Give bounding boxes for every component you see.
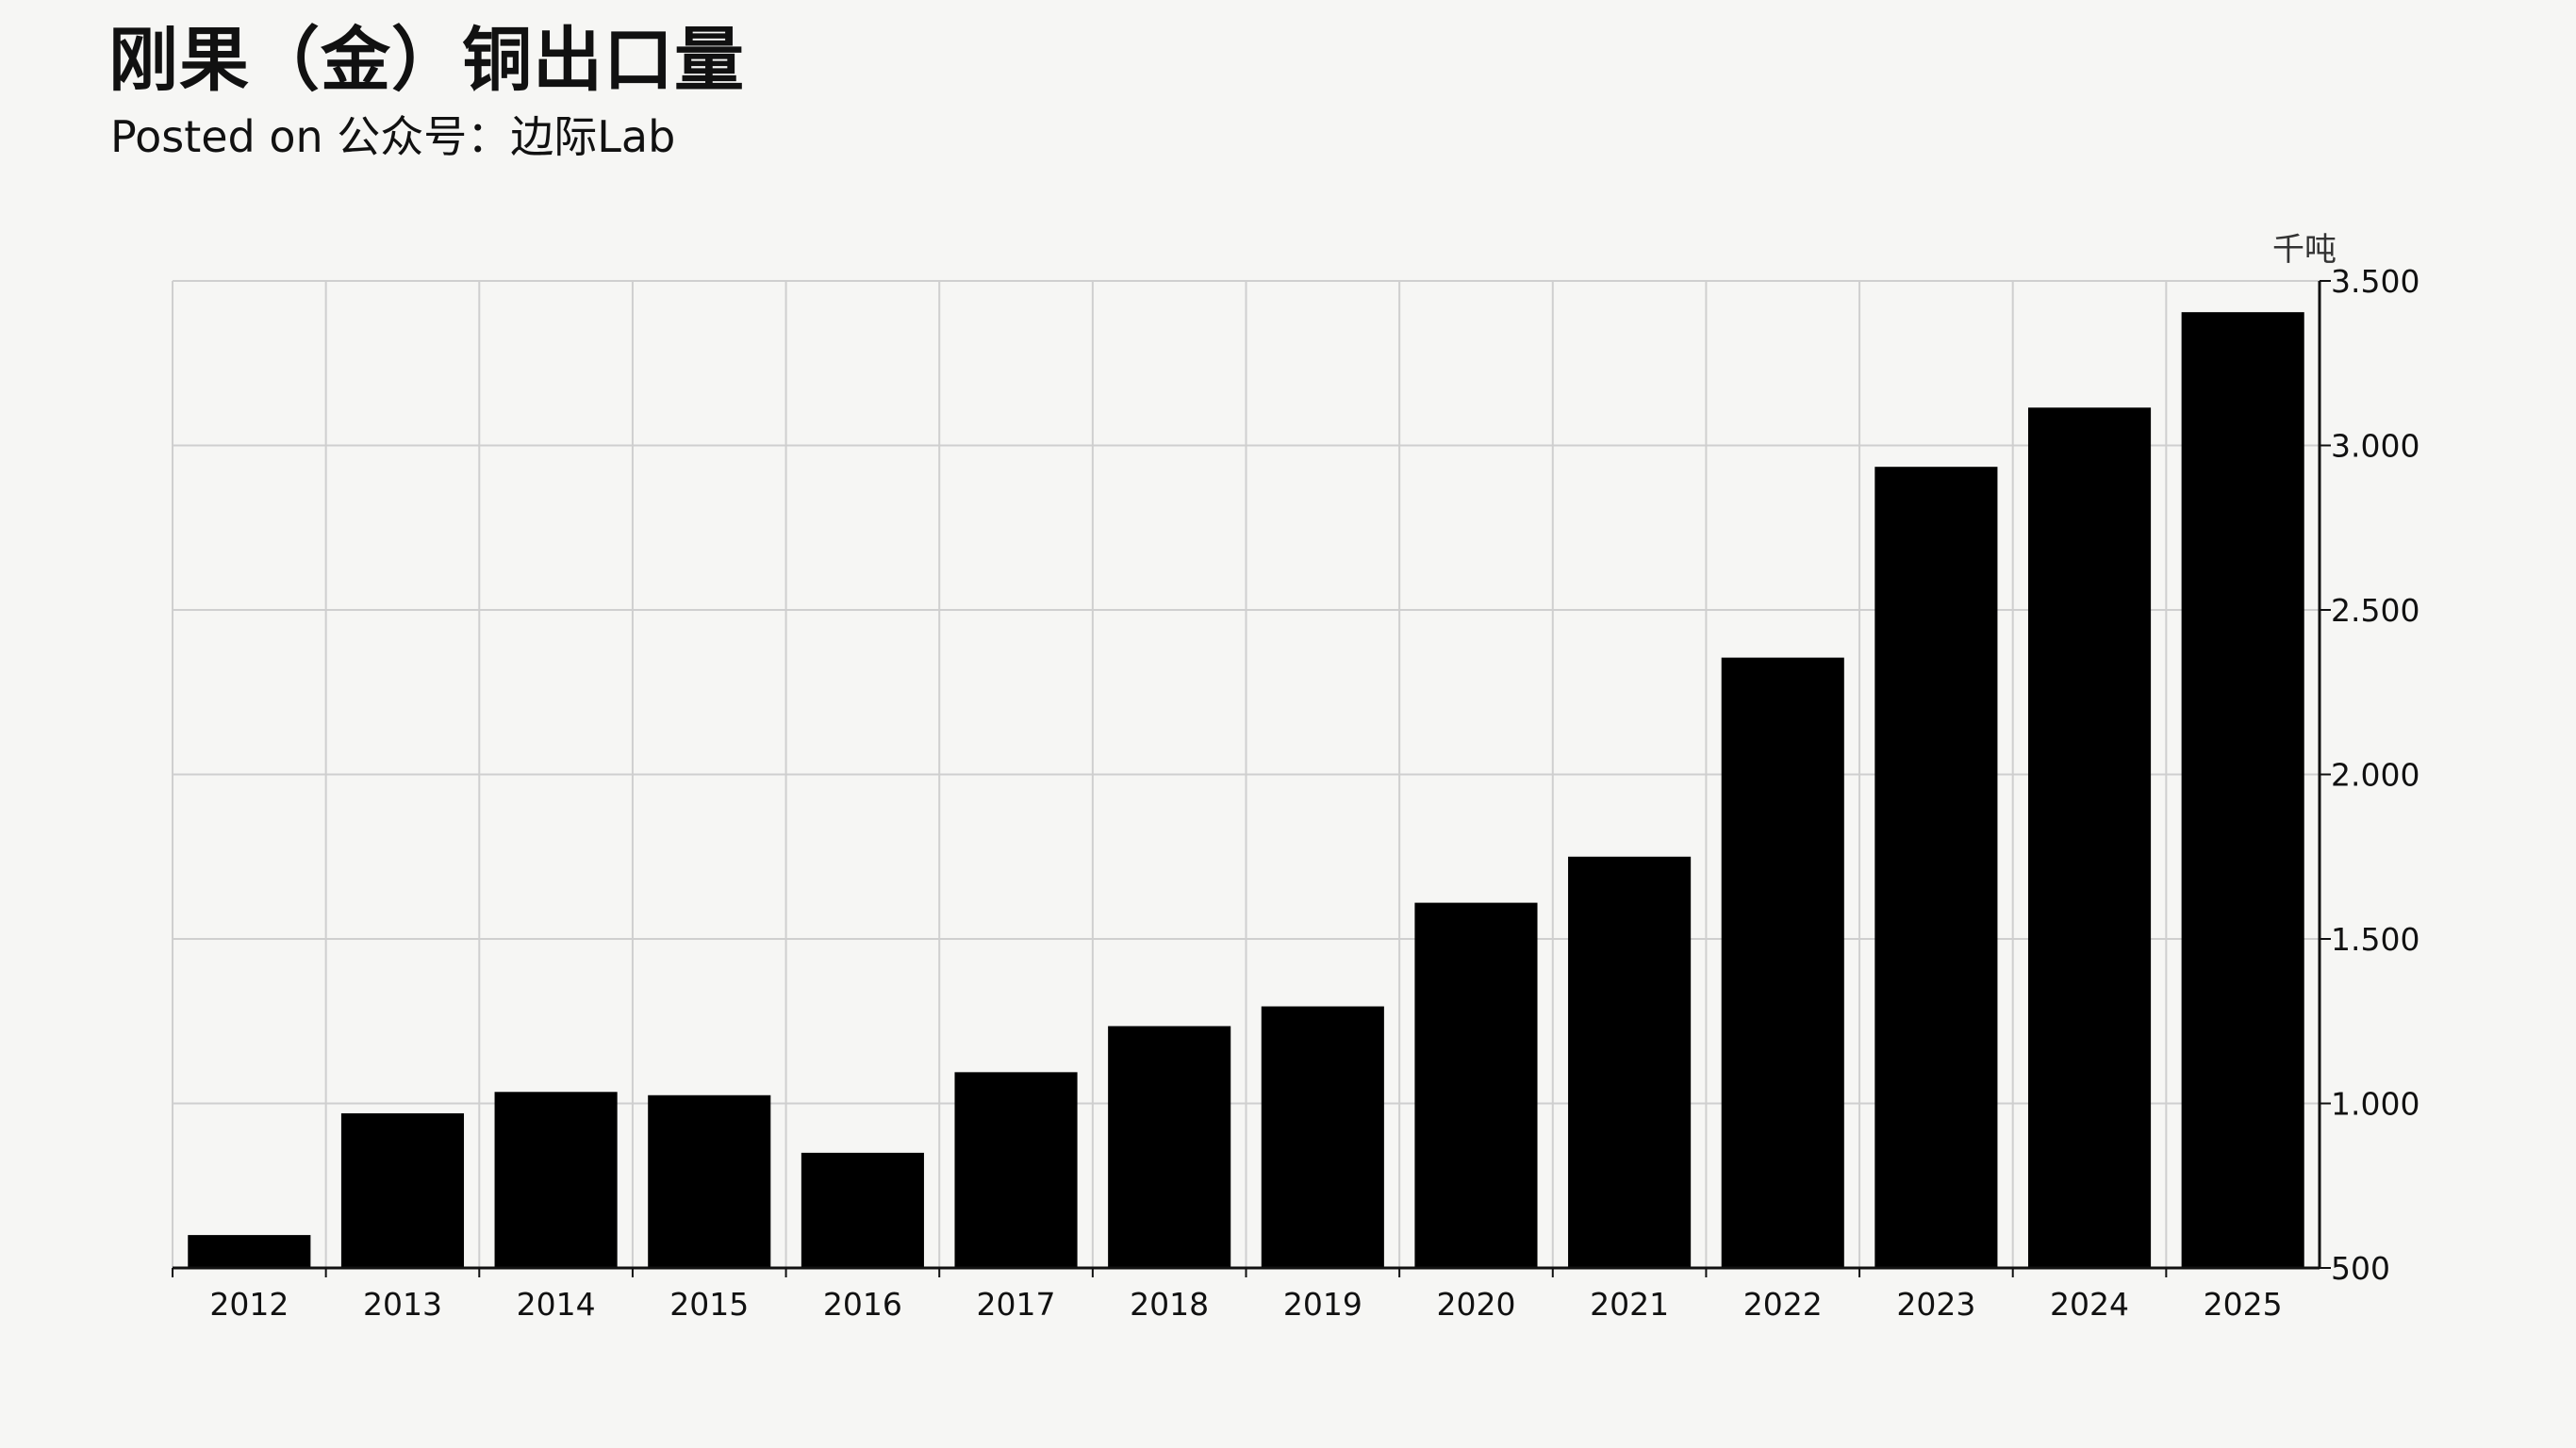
bar [2027,407,2152,1268]
bar [1568,856,1692,1268]
x-tick-label: 2017 [977,1286,1056,1323]
bar [648,1094,771,1268]
bar [1721,657,1844,1268]
y-tick-labels: 500 1.000 1.500 2.000 2.500 3.000 3.500 [2331,263,2419,1287]
bar [2181,312,2304,1268]
y-tick-label: 500 [2331,1250,2390,1287]
x-tick-label: 2025 [2204,1286,2283,1323]
grid-lines [172,280,2320,1269]
chart-title: 刚果（金）铜出口量 [108,20,745,101]
y-tick-label: 3.500 [2331,263,2419,300]
y-tick-label: 1.500 [2331,921,2419,958]
bar [801,1152,924,1268]
y-tick-label: 2.000 [2331,757,2419,794]
bar [188,1235,311,1268]
bar [1414,902,1538,1268]
x-tick-label: 2023 [1896,1286,1975,1323]
bar [1261,1006,1384,1268]
y-unit-label: 千吨 [2272,231,2337,269]
bar [954,1072,1078,1268]
x-tick-label: 2012 [209,1286,289,1323]
bar [340,1112,465,1268]
bar [1874,467,1998,1268]
x-tick-label: 2019 [1283,1286,1362,1323]
bar [494,1092,618,1268]
x-tick-label: 2022 [1743,1286,1823,1323]
x-tick-label: 2018 [1130,1286,1209,1323]
x-tick-label: 2015 [669,1286,749,1323]
y-tick-label: 1.000 [2331,1086,2419,1123]
axes [172,280,2331,1277]
y-tick-label: 3.000 [2331,428,2419,465]
x-tick-label: 2020 [1436,1286,1515,1323]
bar [1108,1026,1231,1268]
chart-subtitle: Posted on 公众号：边际Lab [110,111,676,162]
x-tick-label: 2021 [1590,1286,1669,1323]
y-tick-label: 2.500 [2331,592,2419,629]
x-tick-label: 2013 [363,1286,442,1323]
x-tick-label: 2016 [823,1286,902,1323]
x-tick-label: 2024 [2050,1286,2129,1323]
bars [188,312,2304,1268]
x-tick-labels: 2012 2013 2014 2015 2016 2017 2018 2019 2020 2021… [209,1286,2282,1323]
x-tick-label: 2014 [517,1286,596,1323]
